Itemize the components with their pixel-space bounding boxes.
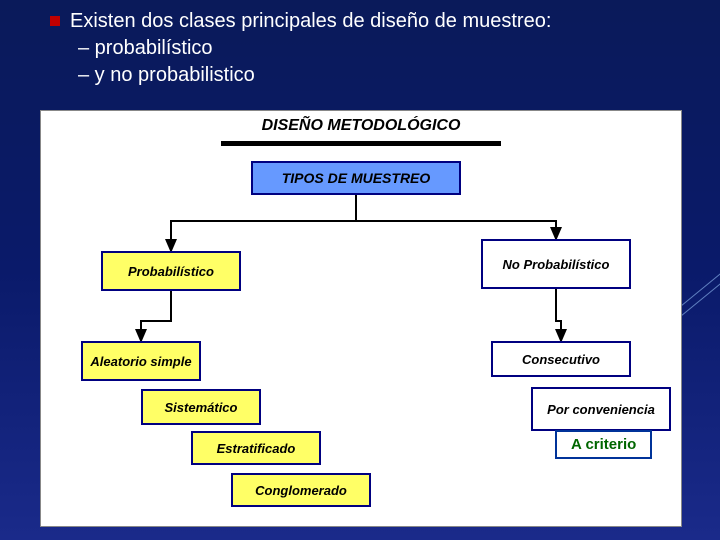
node-branch-1: No Probabilístico xyxy=(481,239,631,289)
node-leaf-0-2: Estratificado xyxy=(191,431,321,465)
slide: Existen dos clases principales de diseño… xyxy=(0,0,720,540)
node-leaf-0-1: Sistemático xyxy=(141,389,261,425)
node-branch-0: Probabilístico xyxy=(101,251,241,291)
diagram-title: DISEÑO METODOLÓGICO xyxy=(41,117,681,135)
main-bullet: Existen dos clases principales de diseño… xyxy=(50,8,680,35)
node-leaf-0-0: Aleatorio simple xyxy=(81,341,201,381)
node-leaf-1-0: Consecutivo xyxy=(491,341,631,377)
node-root: TIPOS DE MUESTREO xyxy=(251,161,461,195)
diagram: DISEÑO METODOLÓGICO TIPOS DE MUESTREO Pro… xyxy=(41,111,681,526)
sub-bullet-1: – probabilístico xyxy=(50,35,680,62)
diagram-title-underline xyxy=(221,141,501,146)
node-leaf-0-3: Conglomerado xyxy=(231,473,371,507)
node-leaf-1-1: Por conveniencia xyxy=(531,387,671,431)
main-bullet-text: Existen dos clases principales de diseño… xyxy=(70,10,551,32)
diagram-frame: DISEÑO METODOLÓGICO TIPOS DE MUESTREO Pro… xyxy=(40,110,682,527)
extra-label-a-criterio: A criterio xyxy=(555,430,652,459)
bullet-block: Existen dos clases principales de diseño… xyxy=(50,8,680,89)
bullet-icon xyxy=(50,16,60,26)
sub-bullet-2: – y no probabilistico xyxy=(50,62,680,89)
